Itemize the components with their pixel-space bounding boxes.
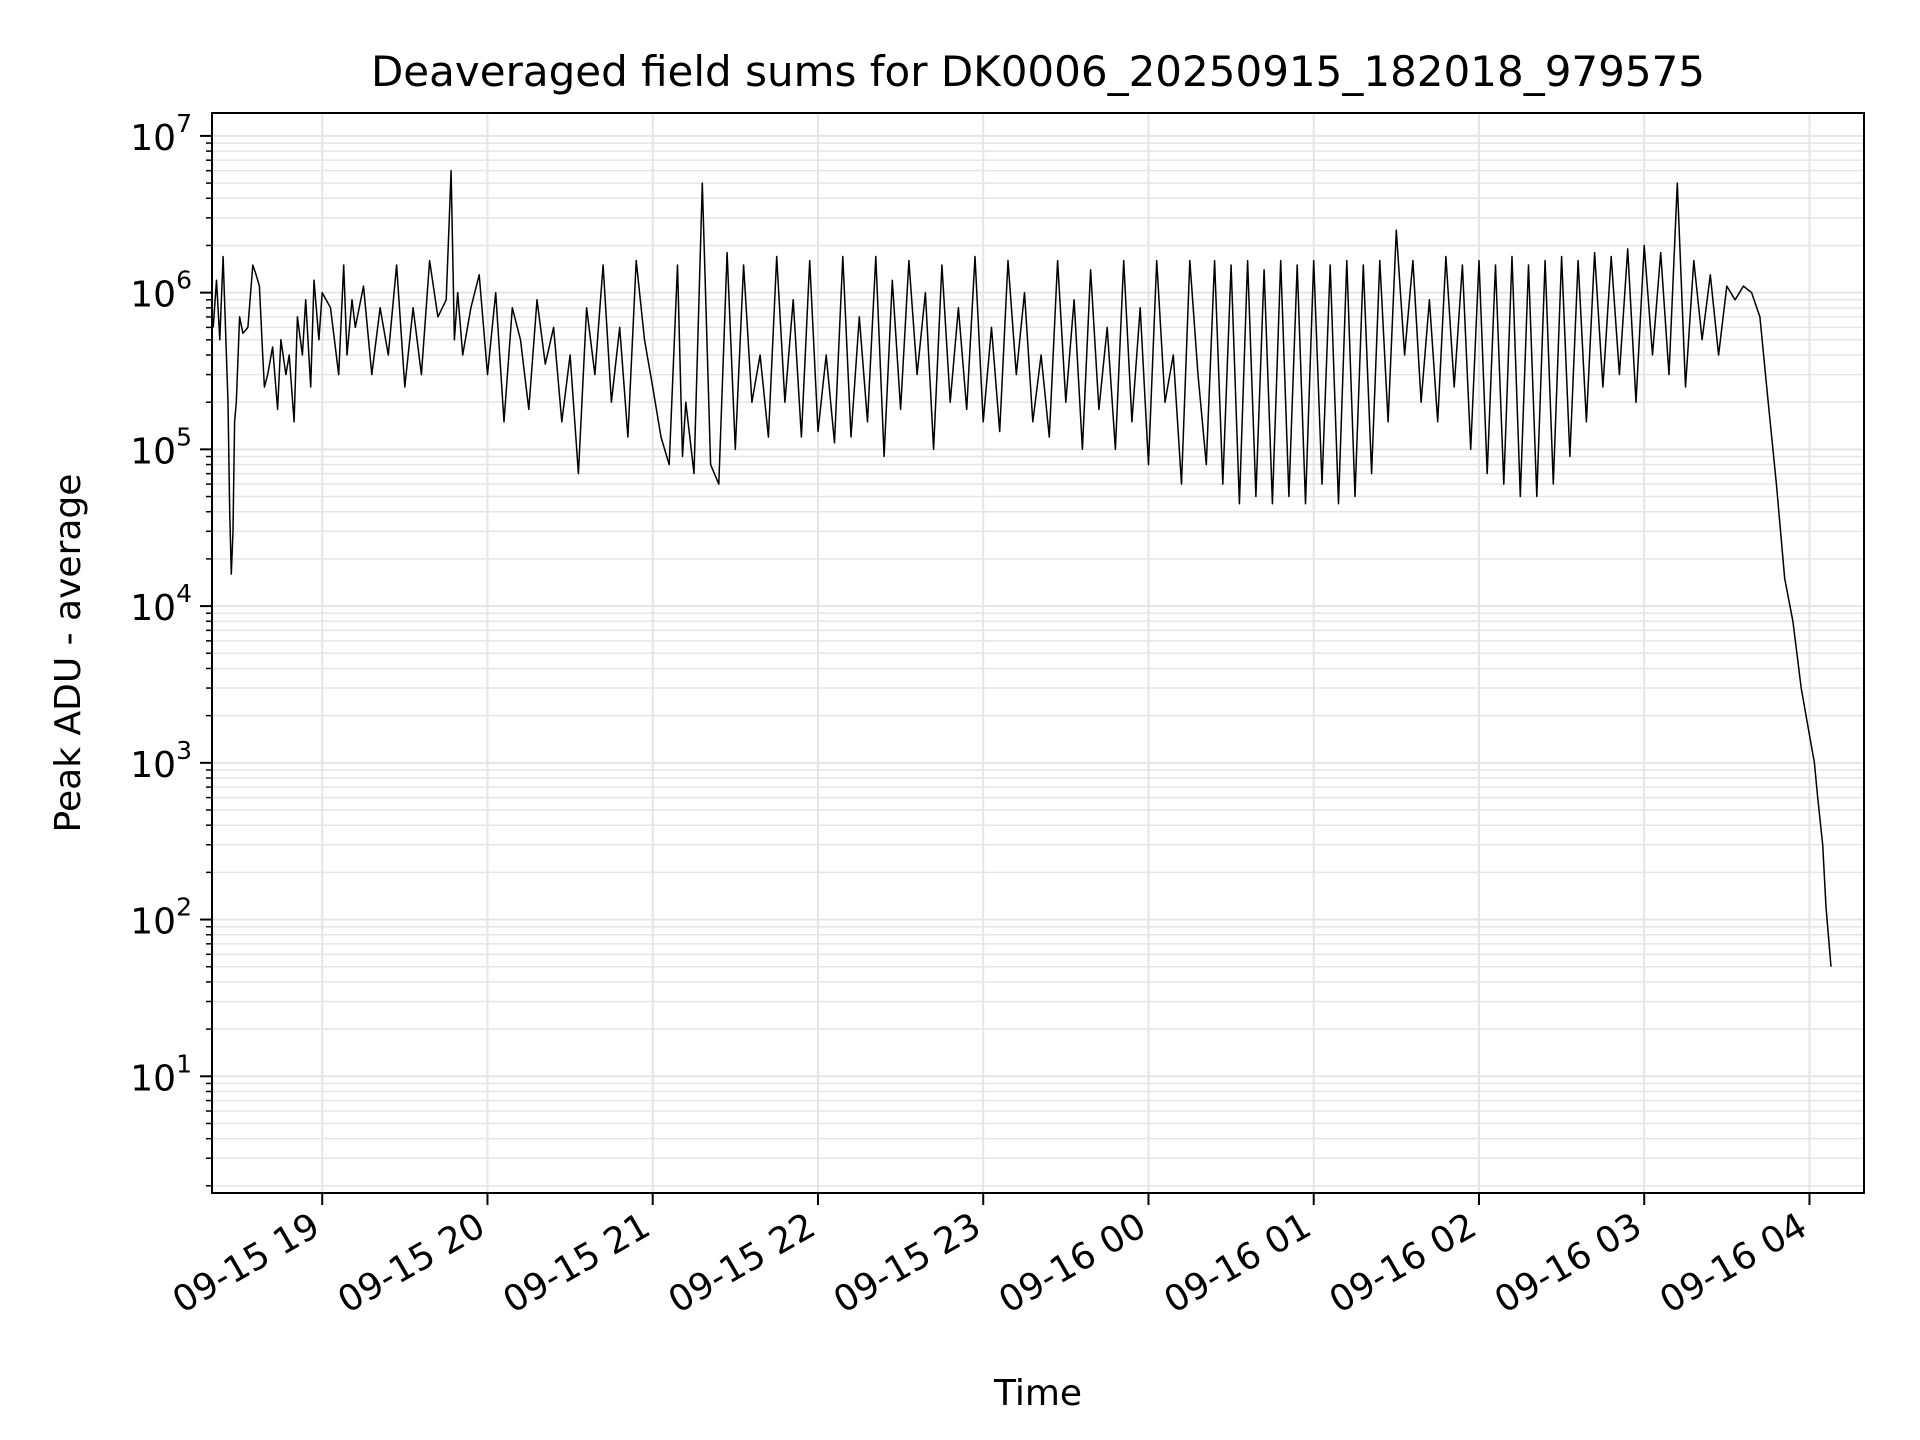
y-tick-exponent: 2 bbox=[176, 893, 192, 922]
y-tick-label: 107 bbox=[130, 109, 192, 159]
y-tick-label: 106 bbox=[130, 266, 192, 316]
y-tick-base: 10 bbox=[130, 1058, 176, 1099]
y-tick-label: 102 bbox=[130, 893, 192, 943]
y-tick-exponent: 7 bbox=[176, 109, 192, 138]
grid bbox=[212, 113, 1864, 1193]
y-tick-label: 103 bbox=[130, 736, 192, 786]
y-axis-label: Peak ADU - average bbox=[48, 474, 89, 833]
y-tick-exponent: 4 bbox=[176, 579, 192, 608]
y-tick-base: 10 bbox=[130, 431, 176, 472]
y-tick-label: 105 bbox=[130, 422, 192, 472]
chart-title: Deaveraged field sums for DK0006_2025091… bbox=[371, 47, 1705, 96]
y-tick-label: 104 bbox=[130, 579, 192, 629]
y-tick-exponent: 6 bbox=[176, 266, 192, 295]
y-tick-exponent: 1 bbox=[176, 1049, 192, 1078]
y-tick-base: 10 bbox=[130, 118, 176, 159]
data-line bbox=[212, 169, 1832, 967]
y-tick-exponent: 3 bbox=[176, 736, 192, 765]
y-tick-label: 101 bbox=[130, 1049, 192, 1099]
y-tick-base: 10 bbox=[130, 745, 176, 786]
y-tick-base: 10 bbox=[130, 902, 176, 943]
y-tick-exponent: 5 bbox=[176, 422, 192, 451]
x-axis-label: Time bbox=[993, 1373, 1082, 1414]
y-tick-base: 10 bbox=[130, 588, 176, 629]
y-tick-base: 10 bbox=[130, 275, 176, 316]
